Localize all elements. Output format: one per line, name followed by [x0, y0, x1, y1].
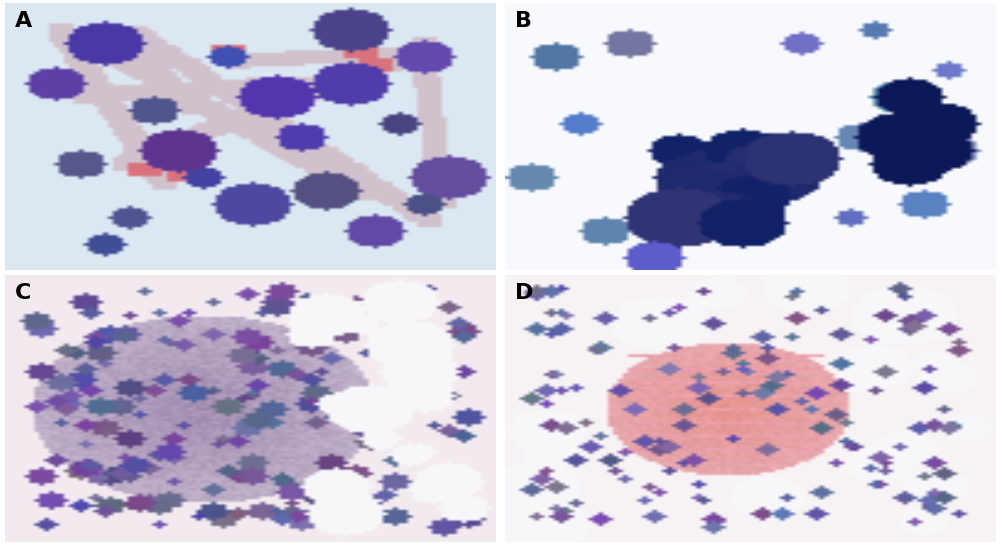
- Text: B: B: [515, 11, 532, 31]
- Text: D: D: [515, 283, 533, 303]
- Text: A: A: [15, 11, 32, 31]
- Text: C: C: [15, 283, 31, 303]
